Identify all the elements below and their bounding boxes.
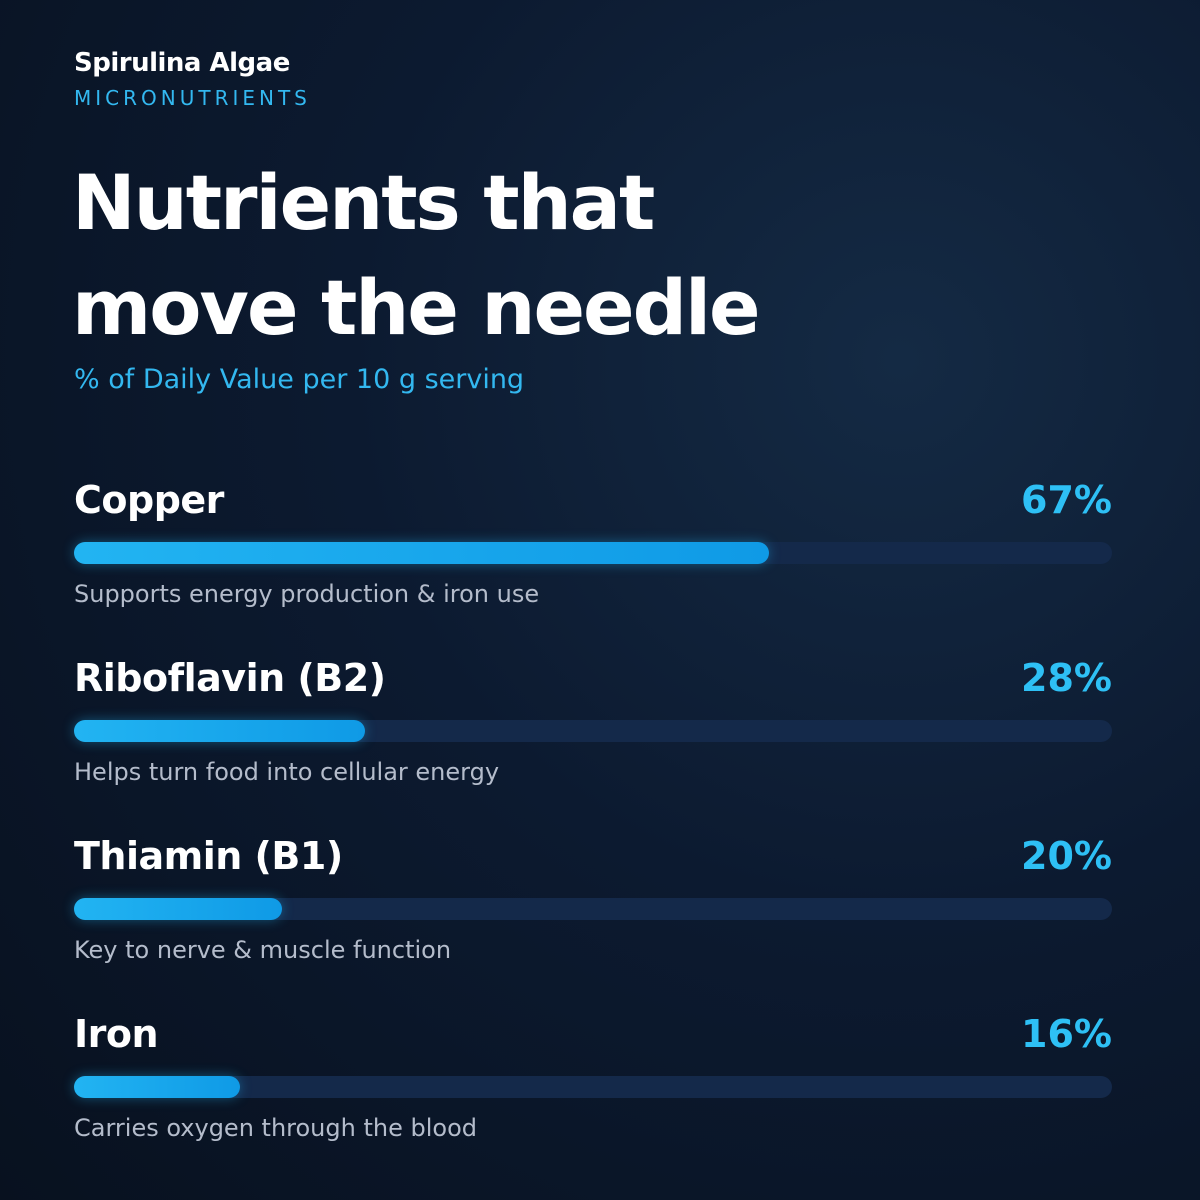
description: Supports energy production & iron use	[74, 580, 540, 608]
value-label: 28%	[1021, 656, 1112, 700]
category-label: Thiamin (B1)	[74, 834, 343, 878]
bar	[74, 898, 282, 920]
bar-track	[74, 898, 1112, 920]
value-label: 16%	[1021, 1012, 1112, 1056]
bar-row: Copper 67% Supports energy production & ir…	[74, 470, 1112, 648]
bar-row: Iron 16% Carries oxygen through the blood	[74, 1004, 1112, 1182]
chart-title: Nutrients that move the needle	[72, 158, 761, 352]
bar-track	[74, 1076, 1112, 1098]
category-label: Riboflavin (B2)	[74, 656, 386, 700]
description: Carries oxygen through the blood	[74, 1114, 477, 1142]
bar-row: Thiamin (B1) 20% Key to nerve & muscle fun…	[74, 826, 1112, 1004]
value-label: 67%	[1021, 478, 1112, 522]
bar	[74, 1076, 241, 1098]
category-label: Copper	[74, 478, 224, 522]
value-label: 20%	[1021, 834, 1112, 878]
bar	[74, 542, 770, 564]
bar	[74, 720, 365, 742]
eyebrow: MICRONUTRIENTS	[74, 86, 311, 110]
brand: Spirulina Algae	[74, 48, 290, 78]
chart-subtitle: % of Daily Value per 10 g serving	[74, 364, 525, 395]
bar-track	[74, 720, 1112, 742]
bar-track	[74, 542, 1112, 564]
bar-row: Riboflavin (B2) 28% Helps turn food into c…	[74, 648, 1112, 826]
category-label: Iron	[74, 1012, 159, 1056]
description: Key to nerve & muscle function	[74, 936, 452, 964]
description: Helps turn food into cellular energy	[74, 758, 500, 786]
bar-list: Copper 67% Supports energy production & ir…	[74, 470, 1112, 1182]
